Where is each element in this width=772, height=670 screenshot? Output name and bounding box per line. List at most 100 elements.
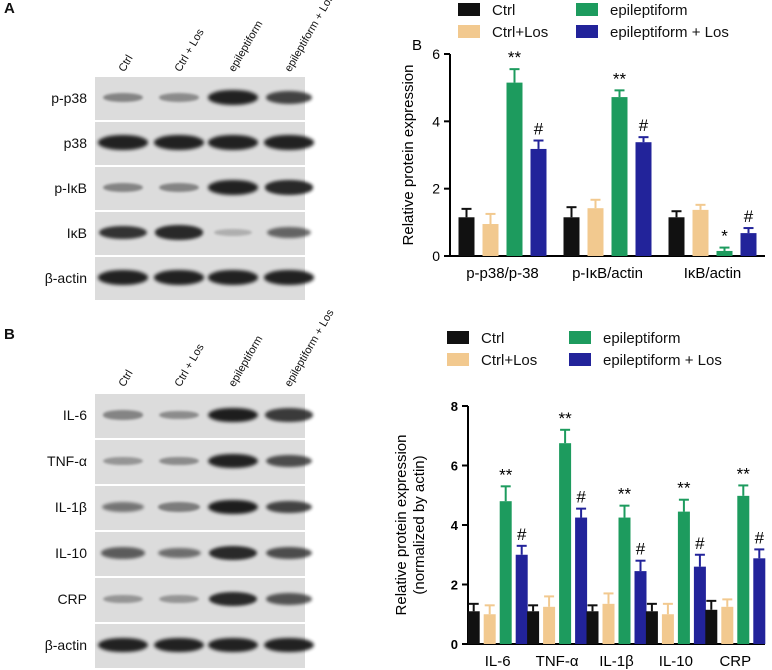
blot-band: [98, 135, 148, 150]
blot-band: [265, 408, 313, 422]
y-axis-label: Relative protein expression: [400, 65, 417, 246]
lane-label-epileptiform-los: epileptiform + Los: [282, 307, 337, 389]
bar-ctrl-los-il-6: [483, 614, 496, 644]
bar-ctrl-los-crp: [721, 606, 734, 644]
bar-epileptiform-los-p-i-b-actin: [635, 142, 652, 256]
bar-epileptiform-los-i-b-actin: [740, 233, 757, 256]
legend-swatch-epileptiform-los: [576, 25, 598, 38]
blot-band: [208, 90, 258, 105]
legend-label-epileptiform-los-2: epileptiform + Los: [603, 352, 722, 369]
legend-swatch-ctrl-los: [458, 25, 480, 38]
legend-label-epileptiform: epileptiform: [610, 2, 688, 19]
bar-ctrl-il-10: [645, 611, 658, 644]
legend-item-epileptiform-los-2: epileptiform + Los: [569, 352, 722, 369]
y-tick-label: 2: [432, 181, 440, 197]
y-tick-label: 4: [451, 518, 459, 533]
legend-item-epileptiform-2: epileptiform: [569, 330, 681, 347]
y-tick-label: 0: [451, 637, 458, 652]
blot-label-i-b: IκB: [66, 224, 87, 241]
chart-panel-letter: B: [412, 37, 422, 54]
bar-epileptiform-p-i-b-actin: [611, 97, 628, 257]
y-tick-label: 0: [432, 248, 440, 264]
blot-band: [264, 180, 314, 195]
blot-band: [208, 591, 258, 607]
significance-marker: #: [534, 120, 544, 139]
blot-band: [208, 499, 258, 515]
significance-marker: #: [755, 528, 765, 547]
blot-band: [208, 135, 258, 150]
lane-label-epileptiform: epileptiform: [226, 333, 266, 389]
lane-label-ctrl: Ctrl: [116, 53, 136, 74]
blot-band: [101, 501, 145, 513]
chart-legend-bottom: Ctrl epileptiform Ctrl+Los epileptiform …: [447, 328, 772, 376]
significance-marker: **: [508, 48, 522, 67]
significance-marker: **: [613, 69, 627, 88]
blot-band: [158, 410, 200, 420]
x-tick-label: CRP: [719, 653, 751, 670]
legend-item-epileptiform: epileptiform: [576, 2, 688, 19]
bar-epileptiform-il-6: [499, 501, 512, 644]
blot-label-il-6: IL-6: [62, 407, 87, 423]
significance-marker: **: [558, 409, 572, 428]
blot-band: [264, 135, 314, 150]
blot-band: [154, 637, 204, 653]
blot-band: [265, 500, 313, 514]
lane-label-ctrl-los: Ctrl + Los: [172, 341, 207, 389]
x-tick-label: IL-6: [485, 653, 511, 670]
blot-band: [154, 270, 204, 285]
lane-label-epileptiform-los: epileptiform + Los: [282, 0, 337, 75]
x-tick-label: IL-10: [659, 653, 693, 670]
blot-band: [208, 407, 258, 423]
blot-band: [103, 456, 143, 466]
legend-label-ctrl: Ctrl: [492, 2, 516, 19]
blot-label-tnf: TNF-α: [47, 453, 87, 469]
y-tick-label: 4: [432, 113, 440, 129]
blot-label-crp: CRP: [57, 591, 87, 607]
blot-label-il-10: IL-10: [55, 545, 87, 561]
blot-band: [158, 93, 200, 102]
blot-band: [265, 91, 313, 104]
significance-marker: #: [744, 207, 754, 226]
legend-item-ctrl-los-2: Ctrl+Los: [447, 352, 537, 369]
blot-band: [157, 547, 201, 559]
legend-item-ctrl-2: Ctrl: [447, 330, 504, 347]
blot-band: [103, 594, 143, 604]
blot-band: [158, 182, 200, 193]
significance-marker: #: [695, 534, 705, 553]
blot-band: [102, 410, 144, 420]
y-tick-label: 6: [432, 46, 440, 62]
blot-label-p-p38: p-p38: [51, 89, 87, 106]
bar-chart-cytokines: 0 2 4 6 8 Relative protein expression (normali…: [393, 399, 766, 670]
bar-ctrl-los-tnf: [543, 606, 556, 644]
y-tick-label: 8: [451, 399, 458, 414]
blot-band: [102, 182, 144, 193]
blot-band: [208, 545, 258, 561]
blot-band: [154, 225, 204, 240]
bar-ctrl-p-i-b-actin: [563, 217, 580, 256]
y-tick-label: 2: [451, 578, 458, 593]
bar-epileptiform-il-10: [677, 511, 690, 644]
legend-swatch-ctrl: [458, 3, 480, 16]
blot-label-p38: p38: [63, 134, 87, 151]
legend-swatch-epileptiform: [576, 3, 598, 16]
blot-band: [208, 180, 258, 195]
blot-band: [208, 637, 258, 653]
blot-band: [159, 594, 199, 604]
y-axis-label-secondary: (normalized by actin): [411, 455, 428, 594]
significance-marker: #: [639, 116, 649, 135]
x-tick-label: p-p38/p-38: [466, 265, 539, 282]
legend-swatch-epileptiform-los-2: [569, 353, 591, 366]
lane-label-ctrl: Ctrl: [116, 368, 136, 389]
bar-ctrl-crp: [705, 609, 718, 644]
y-axis-label: Relative protein expression: [393, 435, 410, 616]
legend-swatch-ctrl-2: [447, 331, 469, 344]
bar-epileptiform-tnf: [559, 443, 572, 644]
lane-label-ctrl-los: Ctrl + Los: [172, 26, 207, 74]
bar-epileptiform-los-il-10: [693, 566, 706, 644]
significance-marker: #: [636, 540, 646, 559]
blot-band: [102, 92, 144, 103]
x-tick-label: p-IκB/actin: [572, 265, 643, 282]
blot-band: [98, 270, 148, 285]
bar-ctrl-tnf: [527, 611, 540, 644]
significance-marker: *: [721, 227, 728, 246]
